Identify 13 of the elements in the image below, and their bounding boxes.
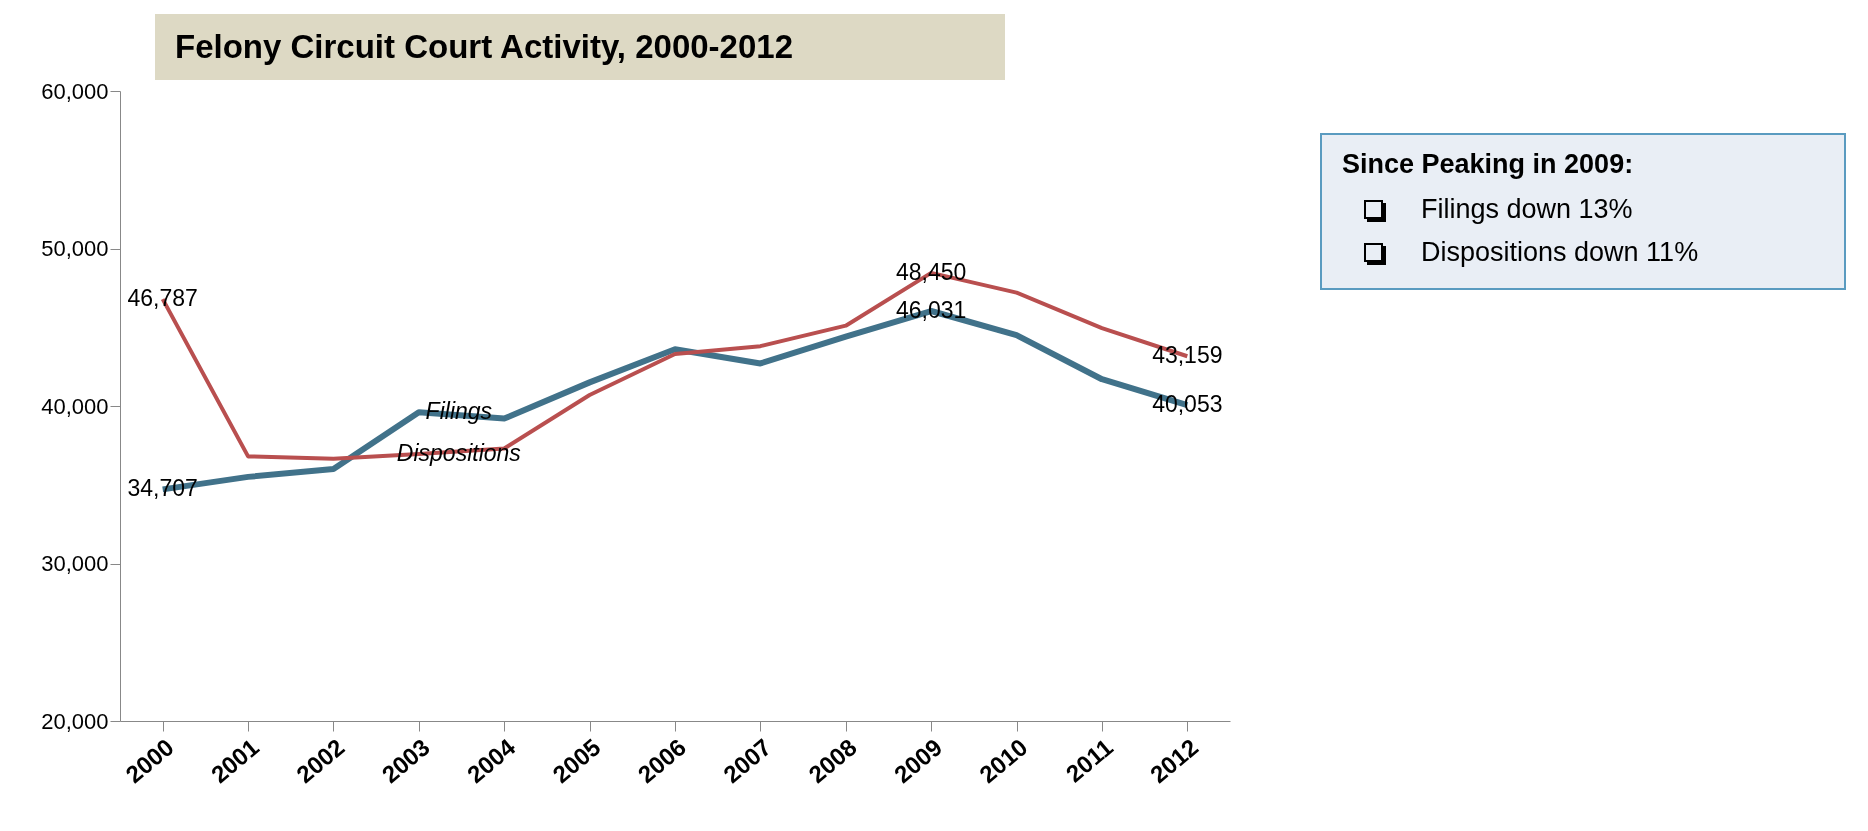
chart-title: Felony Circuit Court Activity, 2000-2012 [155, 14, 1005, 80]
data-label: 43,159 [1152, 342, 1223, 369]
y-tick-label: 60,000 [41, 78, 109, 104]
y-tick-label: 50,000 [41, 236, 109, 261]
text: Filings down 13% [1421, 194, 1633, 225]
data-label: 34,707 [127, 475, 198, 502]
text: Since Peaking in 2009: [1342, 149, 1635, 180]
data-label: 46,787 [127, 285, 198, 312]
y-tick-label: 30,000 [41, 551, 109, 576]
data-label: 40,053 [1152, 391, 1223, 418]
y-tick-label: 20,000 [41, 708, 109, 734]
text: Dispositions down 11% [1421, 237, 1699, 268]
y-tick-label: 40,000 [41, 393, 109, 419]
